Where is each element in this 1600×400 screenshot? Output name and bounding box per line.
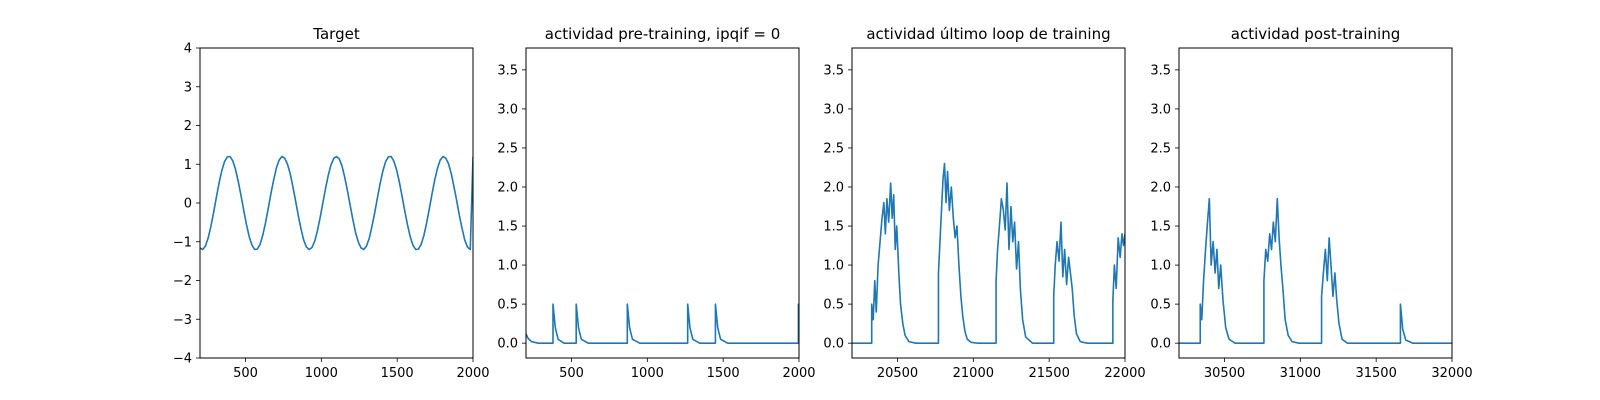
x-tick-label: 1500 [707,366,740,381]
y-tick-label: −4 [173,352,192,367]
x-tick-label: 2000 [782,366,815,381]
y-tick-label: 1.0 [823,259,844,274]
y-tick-label: 1.0 [1150,259,1171,274]
y-tick-label: 4 [184,42,192,57]
y-tick-label: −2 [173,274,192,289]
y-tick-label: 3.0 [497,102,518,117]
series-line-1 [1179,197,1452,344]
plot-area-frame [525,47,800,359]
x-tick-label: 1000 [631,366,664,381]
y-tick-label: 3.5 [497,63,518,78]
y-tick-label: 2.5 [823,141,844,156]
y-tick-label: −1 [173,235,192,250]
y-tick-label: 0.0 [823,337,844,352]
y-tick-label: 3.5 [823,63,844,78]
plot-area-frame [1178,47,1453,359]
y-tick-label: 1.5 [1150,220,1171,235]
y-tick-label: 0 [184,197,192,212]
y-tick-label: 0.5 [1150,298,1171,313]
series-line-1 [200,155,473,251]
x-tick-label: 500 [233,366,258,381]
y-tick-label: 0.5 [823,298,844,313]
panel-title: actividad pre-training, ipqif = 0 [545,25,781,43]
y-tick-label: 3.0 [823,102,844,117]
x-tick-label: 2000 [456,366,489,381]
chart-panel-1: 500 1000 1500 2000 −4 −3 −2 −1 0 1 2 3 4 Target [173,25,490,381]
chart-panel-3: 20500 21000 21500 22000 0.0 0.5 1.0 1.5 2.0 2.5 3.… [823,25,1145,381]
y-tick-label: 0.0 [497,337,518,352]
y-tick-label: 1 [184,158,192,173]
x-tick-label: 1500 [381,366,414,381]
y-tick-label: 2.5 [1150,141,1171,156]
x-tick-label: 21000 [953,366,994,381]
y-tick-label: 0.5 [497,298,518,313]
chart-panel-2: 500 1000 1500 2000 0.0 0.5 1.0 1.5 2.0 2.5 3.0 3.5 a… [497,25,815,381]
x-tick-label: 31500 [1355,366,1396,381]
x-tick-label: 500 [559,366,584,381]
series-line-1 [526,303,799,344]
y-tick-label: 2.5 [497,141,518,156]
x-tick-label: 31000 [1280,366,1321,381]
x-tick-label: 30500 [1204,366,1245,381]
y-tick-label: 3 [184,80,192,95]
x-tick-label: 20500 [877,366,918,381]
panel-title: actividad post-training [1231,25,1400,43]
y-tick-label: 0.0 [1150,337,1171,352]
x-tick-label: 21500 [1028,366,1069,381]
y-tick-label: 1.5 [823,220,844,235]
y-tick-label: 2.0 [497,180,518,195]
y-tick-label: 2.0 [1150,180,1171,195]
y-tick-label: 1.5 [497,220,518,235]
x-tick-label: 22000 [1104,366,1145,381]
y-tick-label: 3.0 [1150,102,1171,117]
panel-title: Target [312,25,360,43]
y-tick-label: 1.0 [497,259,518,274]
x-tick-label: 32000 [1431,366,1472,381]
y-tick-label: 2.0 [823,180,844,195]
y-tick-label: −3 [173,313,192,328]
panel-title: actividad último loop de training [866,25,1110,43]
plot-area-frame [851,47,1126,359]
x-tick-label: 1000 [305,366,338,381]
chart-panel-4: 30500 31000 31500 32000 0.0 0.5 1.0 1.5 2.0 2.5 3.… [1150,25,1472,381]
y-tick-label: 2 [184,119,192,134]
y-tick-label: 3.5 [1150,63,1171,78]
series-line-1 [852,162,1125,344]
